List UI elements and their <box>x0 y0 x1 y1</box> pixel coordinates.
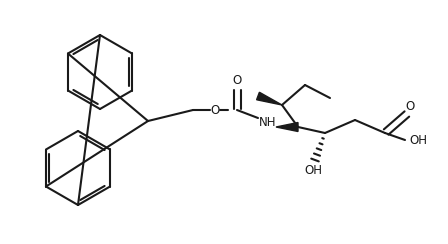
Text: O: O <box>211 103 220 116</box>
Text: OH: OH <box>409 133 427 146</box>
Polygon shape <box>276 122 298 132</box>
Text: OH: OH <box>304 163 322 176</box>
Text: NH: NH <box>259 116 277 130</box>
Polygon shape <box>257 92 282 105</box>
Text: O: O <box>233 74 241 88</box>
Text: O: O <box>405 100 415 112</box>
